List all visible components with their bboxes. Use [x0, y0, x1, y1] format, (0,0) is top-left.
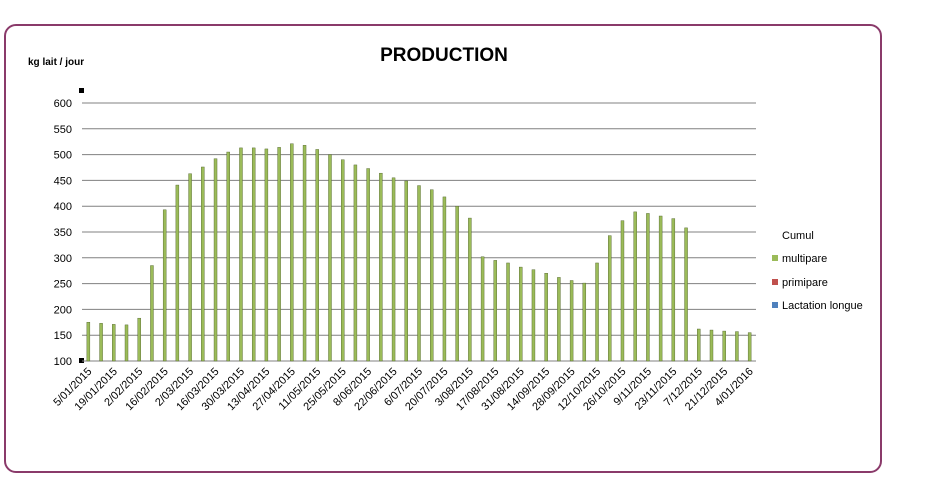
y-tick-label: 200 [54, 304, 72, 316]
bar-multipare [468, 217, 472, 362]
y-axis-label: kg lait / jour [28, 57, 84, 68]
bar-multipare [328, 154, 332, 362]
bar-multipare [569, 280, 574, 362]
chart-title: PRODUCTION [380, 45, 508, 66]
bar-multipare [671, 218, 676, 362]
y-tick-label: 600 [54, 98, 72, 110]
bar-multipare [251, 147, 256, 362]
legend-swatch [772, 255, 778, 261]
legend-swatch [772, 302, 778, 308]
bar-multipare [557, 277, 561, 362]
bar-multipare [124, 324, 129, 362]
bar-multipare [340, 159, 345, 362]
bars [86, 143, 752, 362]
bar-multipare [709, 329, 714, 362]
bar-multipare [290, 143, 294, 362]
bar-multipare [531, 269, 536, 362]
y-tick-label: 100 [54, 356, 72, 368]
legend: Cumul multipare primipare Lactation longue [772, 230, 863, 312]
y-tick-label: 300 [54, 253, 72, 265]
legend-swatch [772, 279, 778, 285]
axis-marker-top [79, 88, 84, 93]
y-tick-label: 350 [54, 227, 72, 239]
bar-multipare [366, 168, 370, 362]
bar-multipare [582, 282, 587, 362]
bar-multipare [353, 164, 358, 362]
bar-multipare [112, 324, 116, 362]
bar-multipare [391, 177, 396, 362]
bar-multipare [277, 147, 281, 362]
bar-multipare [239, 147, 243, 362]
bar-multipare [747, 332, 752, 362]
bar-multipare [506, 262, 510, 362]
bar-multipare [188, 173, 192, 362]
bar-multipare [595, 262, 599, 362]
bar-multipare [137, 317, 141, 362]
axis-marker-bottom [79, 358, 84, 363]
bar-multipare [455, 205, 459, 362]
legend-label: Lactation longue [782, 300, 863, 312]
bar-multipare [633, 211, 637, 362]
legend-label: multipare [782, 253, 827, 265]
y-tick-label: 250 [54, 279, 72, 291]
bar-multipare [697, 328, 701, 362]
bar-multipare [544, 273, 548, 362]
bar-multipare [175, 184, 180, 362]
bar-multipare [162, 209, 167, 362]
bar-multipare [430, 189, 434, 362]
bar-multipare [493, 260, 498, 362]
bar-multipare [442, 196, 447, 362]
bar-multipare [480, 256, 485, 362]
y-tick-label: 500 [54, 150, 72, 162]
bar-multipare [608, 235, 612, 362]
bar-multipare [519, 266, 523, 362]
bar-multipare [646, 213, 650, 362]
bar-multipare [620, 220, 625, 362]
x-tick-labels: 5/01/201519/01/20152/02/201516/02/20152/… [51, 366, 755, 413]
bar-multipare [722, 330, 726, 362]
y-tick-labels: 100 150 200 250 300 350 400 450 500 550 600 [54, 98, 72, 368]
bar-multipare [417, 185, 421, 362]
y-tick-label: 150 [54, 330, 72, 342]
bar-multipare [99, 323, 103, 362]
bar-multipare [735, 331, 739, 362]
bar-multipare [86, 322, 91, 362]
bar-multipare [315, 149, 319, 362]
bar-multipare [404, 180, 408, 362]
bar-multipare [150, 265, 154, 362]
legend-label: primipare [782, 277, 828, 289]
y-tick-label: 550 [54, 124, 72, 136]
bar-multipare [201, 166, 205, 362]
bar-multipare [226, 151, 230, 362]
bar-multipare [213, 158, 218, 362]
bar-multipare [264, 148, 269, 362]
bar-multipare [302, 145, 307, 362]
bar-multipare [658, 215, 663, 362]
legend-title: Cumul [782, 230, 814, 242]
y-tick-label: 450 [54, 175, 72, 187]
bar-multipare [379, 172, 383, 362]
bar-multipare [684, 227, 688, 362]
y-tick-label: 400 [54, 201, 72, 213]
